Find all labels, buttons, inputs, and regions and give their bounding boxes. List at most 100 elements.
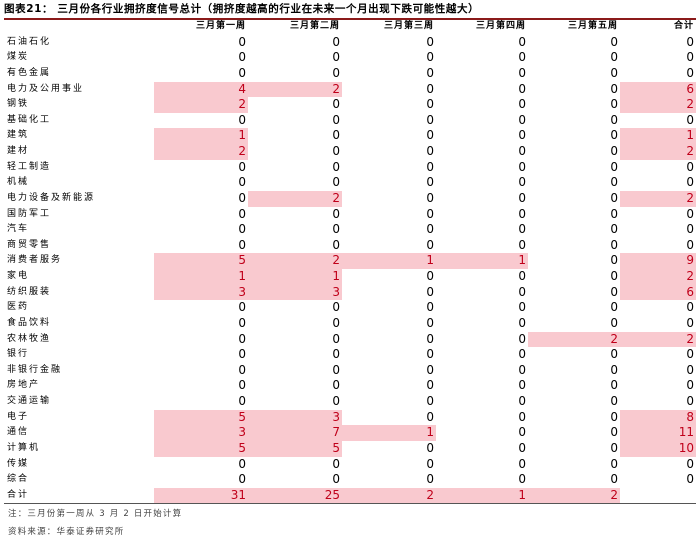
cell-value: 0 [518,331,526,346]
table-row: 建筑 1 0 0 0 0 1 [4,128,696,144]
cell-value: 0 [238,34,246,49]
table-row: 有色金属 0 0 0 0 0 0 [4,66,696,82]
table-row: 房地产 0 0 0 0 0 0 [4,378,696,394]
cell-value: 0 [332,34,340,49]
table-row: 银行 0 0 0 0 0 0 [4,347,696,363]
cell-value: 0 [686,378,694,393]
row-label: 房地产 [7,380,41,391]
cell-value: 2 [342,487,436,504]
cell-value: 0 [686,206,694,221]
cell-value: 0 [686,347,694,362]
cell-value: 0 [332,472,340,487]
cell-value: 0 [610,315,618,330]
cell-value: 1 [620,128,696,144]
column-header: 合计 [673,21,694,31]
row-label: 交通运输 [7,396,52,406]
cell-value: 0 [518,175,526,190]
row-label: 传媒 [7,458,30,469]
cell-value: 6 [620,284,696,301]
cell-value: 2 [620,97,696,113]
table-row: 农林牧渔 0 0 0 0 2 2 [4,331,696,348]
cell-value: 0 [686,394,694,408]
cell-value: 0 [238,190,246,205]
cell-value: 0 [686,362,694,377]
cell-value: 2 [620,190,696,207]
row-label: 有色金属 [7,67,52,78]
row-label: 合计 [7,489,30,500]
cell-value: 0 [686,175,694,190]
cell-value: 0 [686,65,694,80]
cell-value: 0 [426,34,434,49]
cell-value: 0 [610,300,618,315]
row-label: 家电 [7,271,30,281]
cell-value: 0 [238,206,246,221]
cell-value: 0 [610,253,618,268]
cell-value: 0 [332,362,340,377]
cell-value: 5 [154,440,248,457]
cell-value: 0 [610,394,618,408]
row-label: 纺织服装 [7,286,52,297]
cell-value: 0 [686,112,694,127]
cell-value: 0 [426,269,434,283]
table-row: 钢铁 2 0 0 0 0 2 [4,97,696,113]
cell-value: 0 [426,440,434,455]
table-row: 医药 0 0 0 0 0 0 [4,300,696,316]
cell-value: 0 [610,269,618,283]
row-label: 建材 [7,146,30,156]
cell-value: 0 [610,347,618,362]
cell-value: 0 [610,97,618,112]
cell-value: 0 [238,456,246,471]
cell-value: 0 [518,440,526,455]
cell-value: 0 [332,315,340,330]
cell-value: 2 [528,487,620,504]
cell-value: 1 [154,269,248,285]
cell-value: 1 [436,487,528,504]
table-row: 汽车 0 0 0 0 0 0 [4,222,696,238]
cell-value: 0 [426,456,434,471]
cell-value: 0 [332,144,340,158]
cell-value: 0 [610,128,618,143]
table-row: 消费者服务 5 2 1 1 0 9 [4,253,696,269]
cell-value [620,488,696,504]
table-row: 电子 5 3 0 0 0 8 [4,409,696,426]
cell-value: 0 [518,425,526,440]
cell-value: 0 [332,206,340,221]
cell-value: 0 [332,112,340,127]
row-label: 机械 [7,177,30,188]
cell-value: 0 [426,112,434,127]
cell-value: 0 [332,378,340,393]
row-label: 综合 [7,474,30,485]
cell-value: 2 [248,81,342,98]
cell-value: 0 [610,144,618,158]
source-note: 资料来源：华泰证券研究所 [8,527,125,537]
row-label: 消费者服务 [7,255,63,266]
cell-value: 0 [426,347,434,362]
cell-value: 0 [426,237,434,252]
table-row: 石油石化 0 0 0 0 0 0 [4,35,696,51]
cell-value: 0 [426,284,434,299]
table-row: 电力及公用事业 4 2 0 0 0 6 [4,81,696,98]
row-label: 汽车 [7,224,30,235]
row-label: 银行 [7,349,30,360]
column-header: 三月第一周 [195,21,246,31]
cell-value: 3 [248,409,342,426]
cell-value: 0 [426,144,434,158]
table-row: 轻工制造 0 0 0 0 0 0 [4,160,696,176]
cell-value: 0 [238,159,246,174]
cell-value: 0 [518,97,526,112]
cell-value: 0 [332,300,340,315]
cell-value: 0 [686,50,694,65]
row-label: 电力及公用事业 [7,83,85,94]
row-label: 商贸零售 [7,239,52,250]
cell-value: 0 [332,331,340,346]
cell-value: 0 [518,222,526,237]
table-row: 非银行金融 0 0 0 0 0 0 [4,363,696,379]
cell-value: 0 [518,456,526,471]
cell-value: 0 [518,472,526,487]
cell-value: 0 [610,472,618,487]
cell-value: 0 [426,175,434,190]
cell-value: 0 [610,50,618,65]
cell-value: 0 [610,112,618,127]
table-note: 注：三月份第一周从 3 月 2 日开始计算 [8,509,183,519]
cell-value: 2 [620,269,696,285]
